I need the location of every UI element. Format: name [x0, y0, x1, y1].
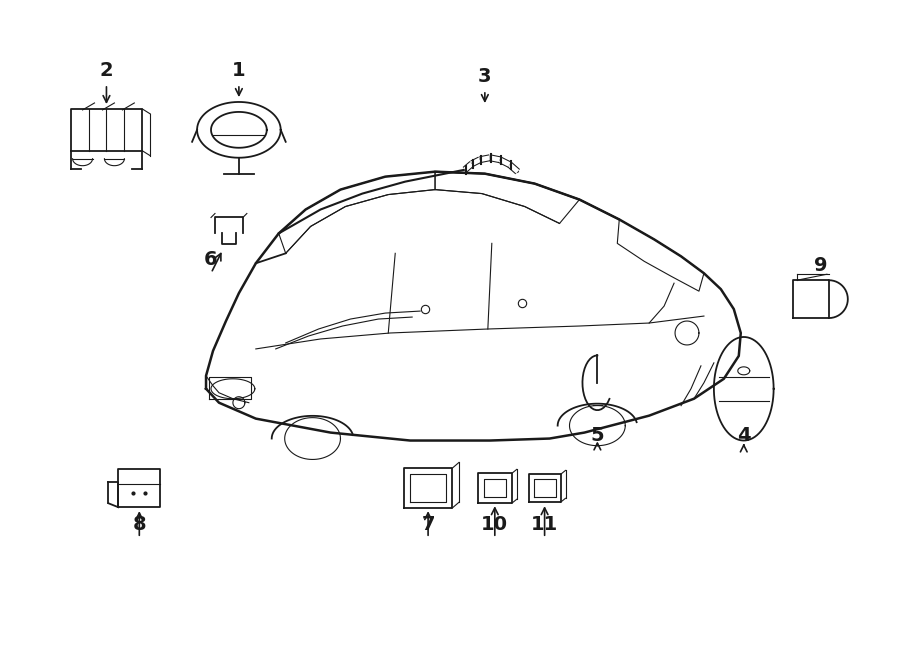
Text: 10: 10: [482, 515, 508, 534]
Text: 1: 1: [232, 61, 246, 80]
Text: 4: 4: [737, 426, 751, 444]
Text: 5: 5: [590, 426, 604, 444]
Text: 6: 6: [204, 251, 218, 269]
Text: 11: 11: [531, 515, 558, 534]
Text: 3: 3: [478, 67, 491, 86]
Text: 8: 8: [132, 515, 146, 534]
Text: 7: 7: [421, 515, 435, 534]
Text: 9: 9: [814, 256, 827, 275]
Text: 2: 2: [100, 61, 113, 80]
